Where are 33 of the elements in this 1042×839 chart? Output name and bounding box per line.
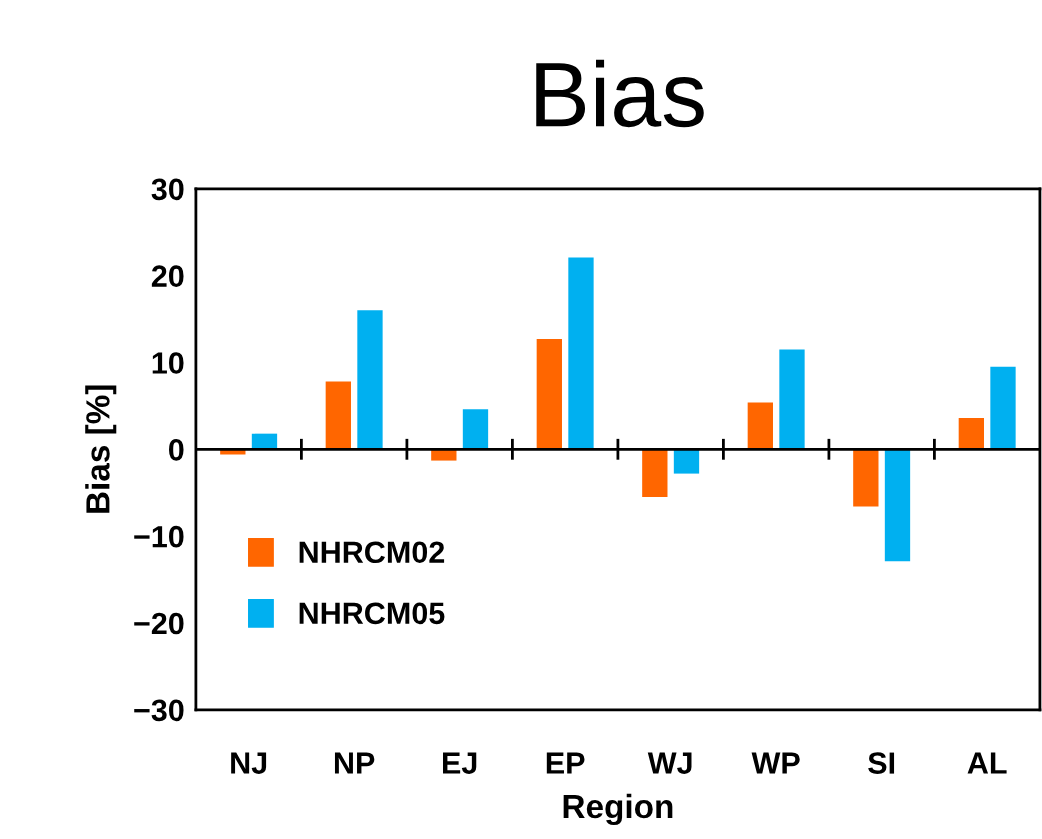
x-tick-label: SI <box>868 752 895 774</box>
bar <box>779 349 805 450</box>
bar <box>325 381 351 450</box>
x-tick-label: EJ <box>443 752 477 774</box>
bar <box>747 402 773 450</box>
chart-title: Bias <box>536 59 704 128</box>
bar <box>853 449 879 507</box>
y-tick-label: 0 <box>169 439 184 461</box>
bar <box>990 366 1016 450</box>
bar <box>884 449 911 562</box>
bar <box>673 449 700 474</box>
x-tick-label: NJ <box>231 752 267 774</box>
x-tick-label: WJ <box>647 752 692 774</box>
bar <box>536 339 562 450</box>
legend-label: NHRCM05 <box>299 602 445 625</box>
x-tick-label: NP <box>334 752 375 774</box>
y-axis-title: Bias [%] <box>85 385 117 513</box>
x-tick-label: AL <box>967 752 1007 774</box>
bar <box>568 257 594 450</box>
bar <box>642 449 668 498</box>
y-tick-label: 10 <box>152 352 184 374</box>
y-tick-label: 20 <box>151 265 184 287</box>
legend-label: NHRCM02 <box>299 541 445 564</box>
y-tick-label: −30 <box>134 699 184 722</box>
bar <box>958 418 984 450</box>
bar <box>462 409 489 450</box>
x-axis-title: Region <box>563 793 673 826</box>
x-tick-label: WP <box>751 752 800 774</box>
x-tick-label: EP <box>546 752 585 774</box>
y-tick-label: −10 <box>134 525 184 548</box>
y-tick-label: −20 <box>134 612 184 635</box>
y-tick-label: 30 <box>151 178 184 201</box>
bar <box>357 310 383 450</box>
